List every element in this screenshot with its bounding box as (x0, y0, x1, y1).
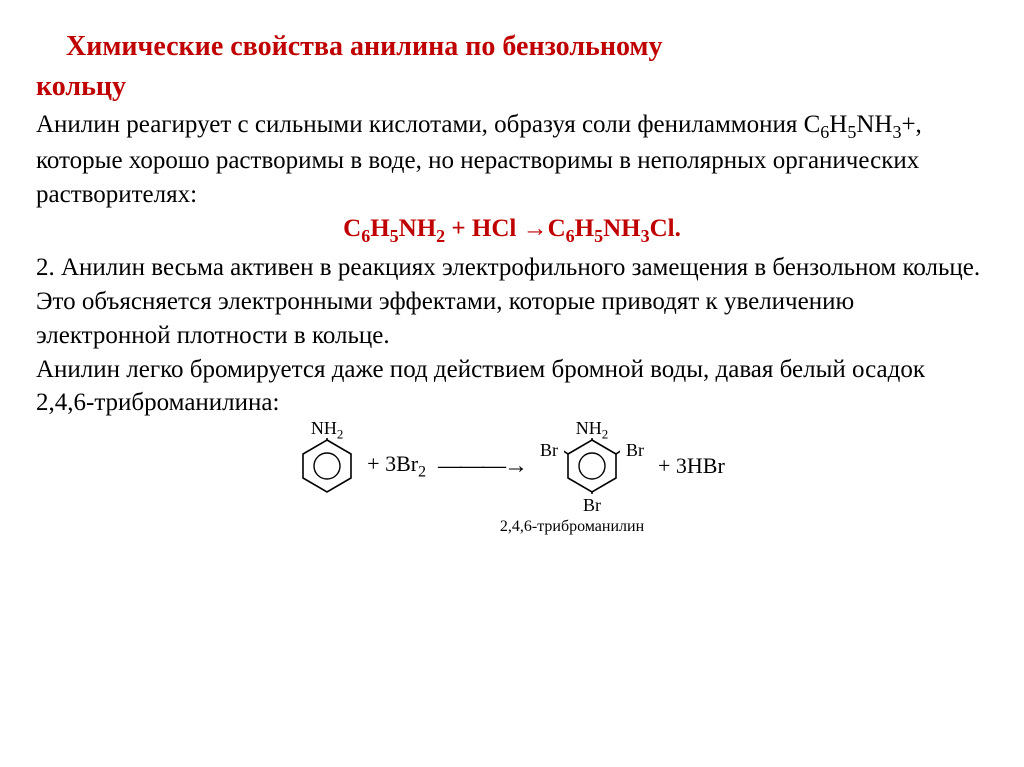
benzene-ring-product-icon (564, 438, 620, 494)
p1-b: H (829, 111, 847, 138)
eq-f: NH (603, 215, 641, 242)
p1-sub5: 5 (847, 122, 856, 142)
plus-3br2: + 3Br2 (367, 451, 426, 481)
plus3hbr-text: + 3HBr (658, 453, 725, 478)
br2-sub: 2 (418, 463, 426, 480)
p1-a: Анилин реагирует с сильными кислотами, о… (36, 111, 820, 138)
eq-sub2a: 2 (436, 226, 445, 246)
br-label-bottom: Br (583, 495, 601, 516)
benzene-ring-icon (299, 438, 355, 494)
p1-c: NH (856, 111, 892, 138)
eq-e: H (575, 215, 594, 242)
prod-nh2-text: NH (576, 418, 602, 438)
plus3br2-text: + 3Br (367, 451, 418, 476)
p1-sub6: 6 (820, 122, 829, 142)
reaction-arrow-icon: ———→ (438, 453, 526, 480)
nh2-sub: 2 (337, 427, 343, 442)
page-title-line1: Химические свойства анилина по бензольно… (36, 28, 988, 66)
paragraph-2: 2. Анилин весьма активен в реакциях элек… (36, 251, 988, 352)
nh2-text: NH (311, 418, 337, 438)
eq-d: + HCl →C (445, 215, 566, 242)
eq-sub5b: 5 (594, 226, 603, 246)
paragraph-1: Анилин реагирует с сильными кислотами, о… (36, 108, 988, 212)
product-nh2-label: NH2 (576, 418, 608, 443)
aniline-structure: NH2 (299, 438, 355, 494)
reaction-scheme: NH2 + 3Br2 ———→ NH2 Br Br Br + 3HBr (36, 438, 988, 494)
eq-g: Cl. (650, 215, 681, 242)
eq-sub6a: 6 (361, 226, 370, 246)
equation-1: C6H5NH2 + HCl →C6H5NH3Cl. (36, 215, 988, 247)
plus-3hbr: + 3HBr (658, 453, 725, 479)
eq-a: C (343, 215, 361, 242)
aniline-nh2-label: NH2 (311, 418, 343, 443)
eq-c: NH (399, 215, 437, 242)
br-label-left: Br (540, 440, 558, 461)
eq-b: H (370, 215, 389, 242)
page-title-line2: кольцу (36, 68, 988, 106)
tribromoaniline-structure: NH2 Br Br Br (564, 438, 620, 494)
eq-sub3b: 3 (641, 226, 650, 246)
eq-sub5a: 5 (390, 226, 399, 246)
br-label-right: Br (626, 440, 644, 461)
paragraph-3: Анилин легко бромируется даже под действ… (36, 353, 988, 421)
eq-sub6b: 6 (566, 226, 575, 246)
prod-nh2-sub: 2 (602, 427, 608, 442)
product-caption: 2,4,6-триброманилин (156, 518, 988, 536)
